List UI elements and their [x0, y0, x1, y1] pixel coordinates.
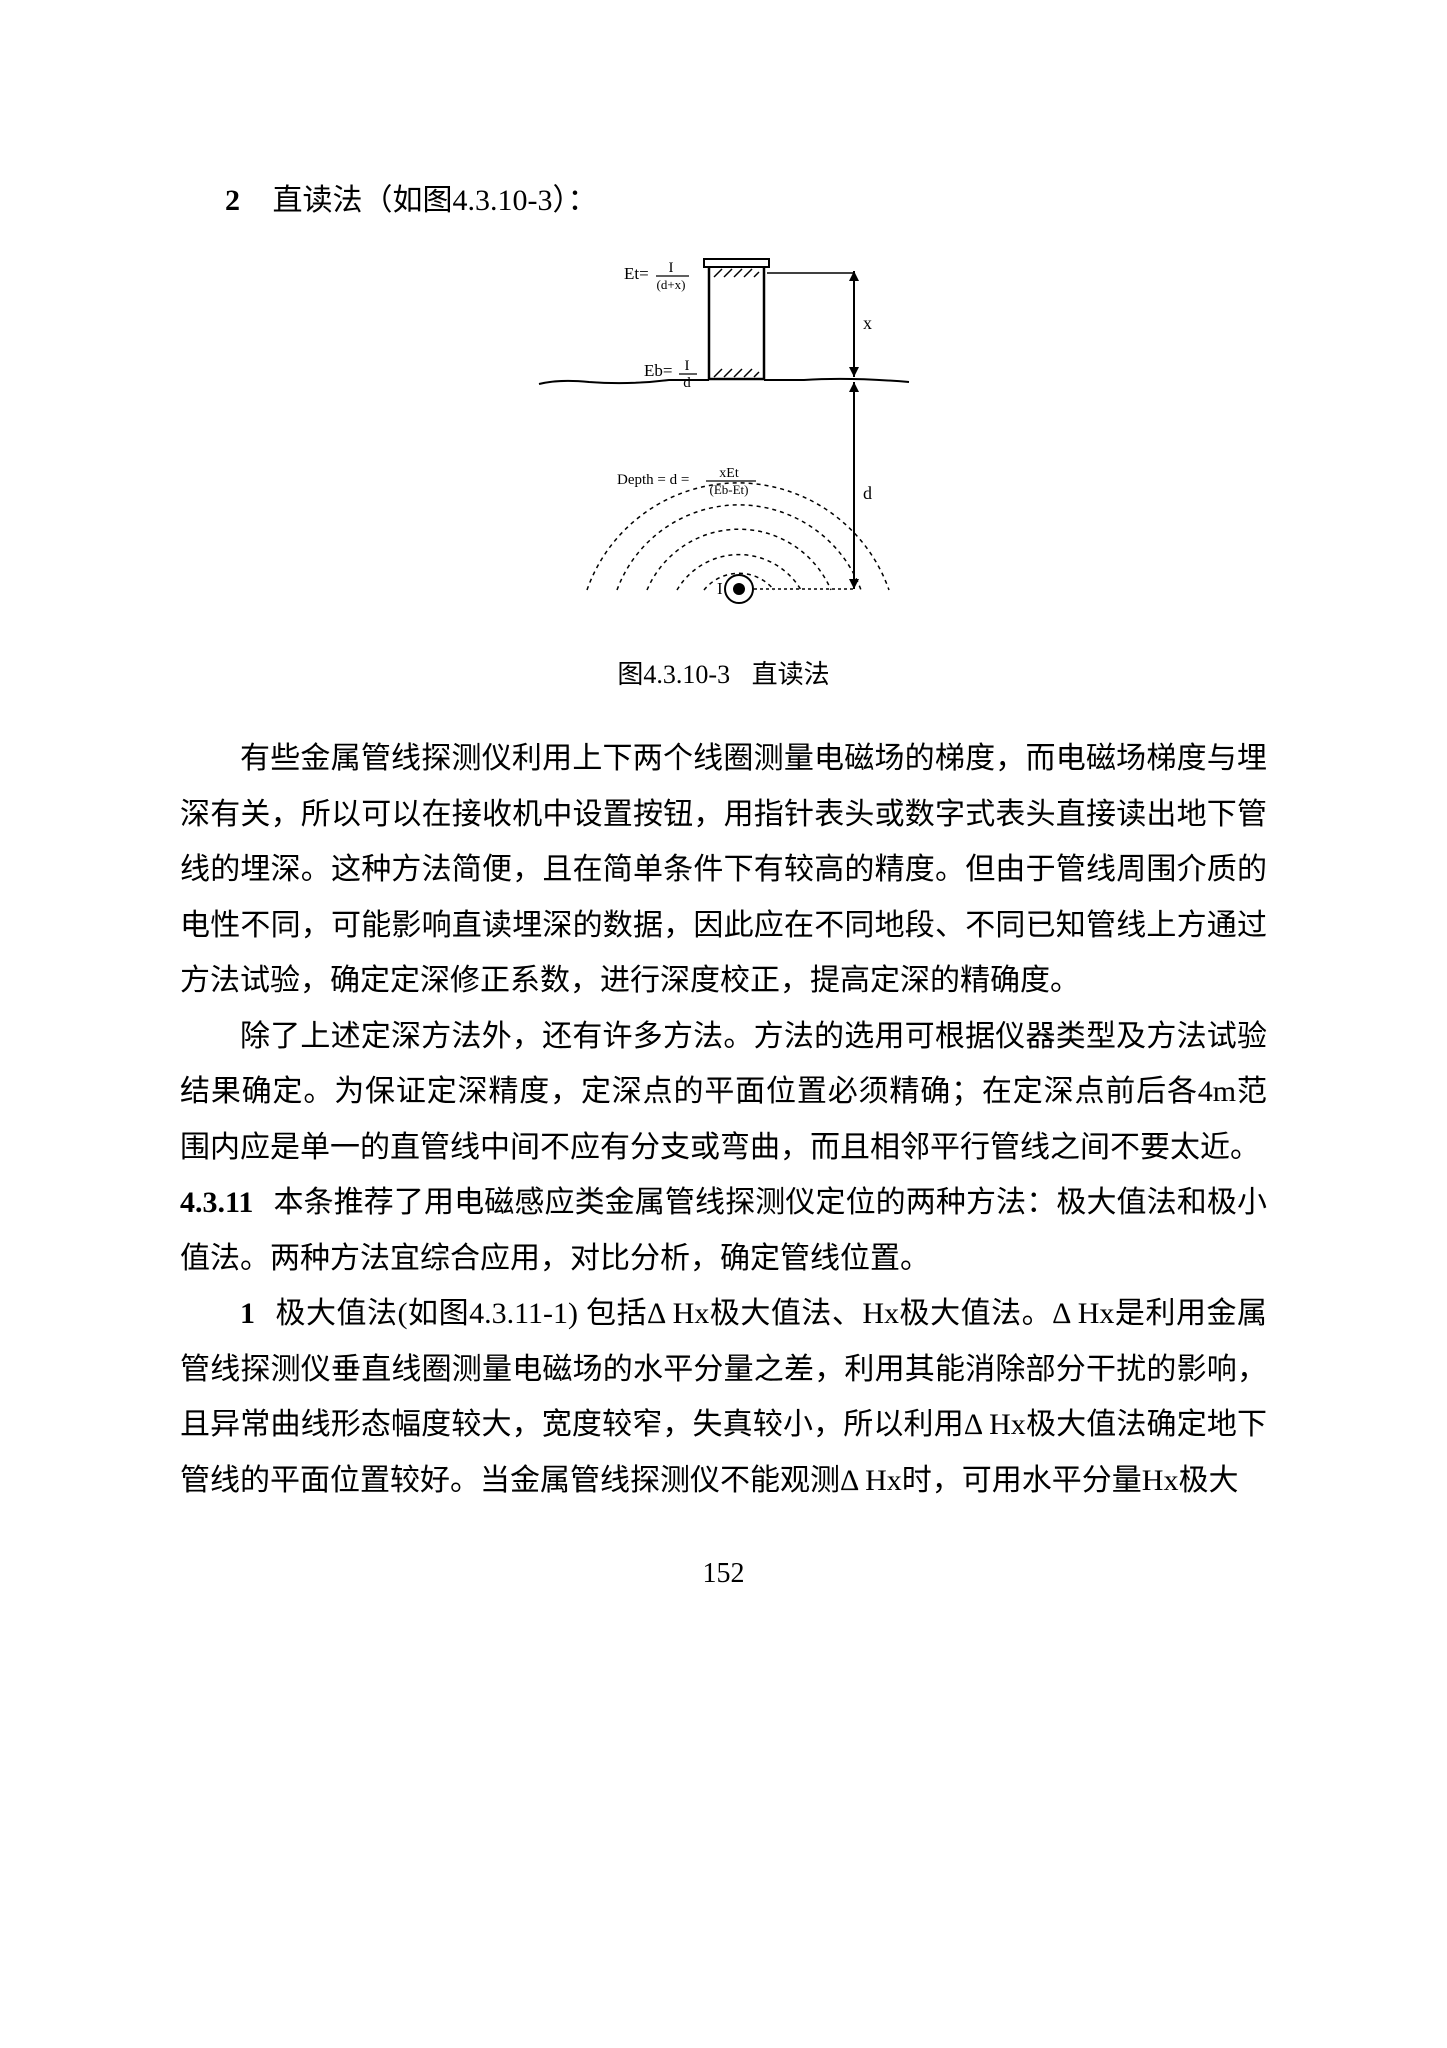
list-item-text: 极大值法(如图4.3.11-1) 包括Δ Hx极大值法、Hx极大值法。Δ Hx是…: [180, 1297, 1267, 1497]
page-content: 2 直读法（如图4.3.10-3）：: [180, 175, 1267, 1590]
label-depth-bottom: (Eb-Et): [709, 482, 748, 497]
list-number: 1: [240, 1297, 255, 1330]
item-number: 2: [225, 184, 240, 217]
figure-number: 图4.3.10-3: [617, 660, 730, 689]
paragraph-1: 有些金属管线探测仪利用上下两个线圈测量电磁场的梯度，而电磁场梯度与埋深有关，所以…: [180, 731, 1267, 1009]
page-number: 152: [180, 1558, 1267, 1590]
figure-caption: 图4.3.10-3 直读法: [617, 654, 829, 691]
figure-caption-text: 直读法: [752, 660, 830, 689]
item-heading-text: 直读法（如图4.3.10-3）：: [273, 184, 598, 217]
label-d: d: [863, 483, 872, 503]
label-et-bottom: (d+x): [656, 277, 685, 292]
label-et-top: I: [668, 260, 673, 276]
section-number: 4.3.11: [180, 1186, 253, 1219]
list-item-1: 1极大值法(如图4.3.11-1) 包括Δ Hx极大值法、Hx极大值法。Δ Hx…: [180, 1286, 1267, 1508]
label-eb: Eb=: [644, 361, 672, 380]
section-text: 本条推荐了用电磁感应类金属管线探测仪定位的两种方法：极大值法和极小值法。两种方法…: [180, 1186, 1267, 1275]
label-depth: Depth = d =: [617, 472, 689, 488]
label-et: Et=: [624, 264, 649, 283]
item-heading: 2 直读法（如图4.3.10-3）：: [180, 175, 1267, 219]
label-current: I: [717, 579, 723, 598]
figure-4-3-10-3: Et= I (d+x) Eb= I d Depth = d = xEt: [180, 249, 1267, 691]
paragraph-2: 除了上述定深方法外，还有许多方法。方法的选用可根据仪器类型及方法试验结果确定。为…: [180, 1009, 1267, 1176]
diagram-direct-reading-method: Et= I (d+x) Eb= I d Depth = d = xEt: [509, 249, 939, 629]
label-eb-top: I: [684, 358, 689, 374]
label-x: x: [863, 313, 872, 333]
section-4-3-11: 4.3.11本条推荐了用电磁感应类金属管线探测仪定位的两种方法：极大值法和极小值…: [180, 1175, 1267, 1286]
label-eb-bottom: d: [683, 375, 691, 391]
label-depth-top: xEt: [719, 466, 739, 481]
